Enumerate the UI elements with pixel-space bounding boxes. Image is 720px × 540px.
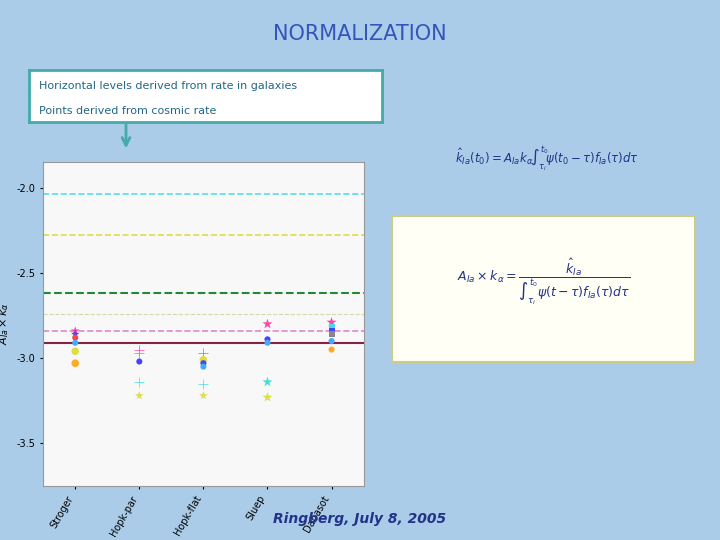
Point xyxy=(262,335,274,343)
Point xyxy=(262,339,274,347)
Point xyxy=(134,392,145,400)
Point xyxy=(262,320,274,328)
Text: Points derived from cosmic rate: Points derived from cosmic rate xyxy=(40,106,217,116)
Point xyxy=(198,355,210,364)
Point xyxy=(134,377,145,386)
Point xyxy=(326,337,338,346)
Point xyxy=(198,392,210,400)
Text: Horizontal levels derived from rate in galaxies: Horizontal levels derived from rate in g… xyxy=(40,82,297,91)
Point xyxy=(70,339,81,347)
Point xyxy=(134,357,145,366)
Point xyxy=(70,333,81,342)
Point xyxy=(70,359,81,368)
Point xyxy=(198,349,210,357)
Point xyxy=(326,318,338,327)
Point xyxy=(134,349,145,357)
Point xyxy=(326,345,338,354)
Text: $\hat{k}_{Ia}(t_0) = A_{Ia}k_\alpha\!\int_{\tau_i}^{t_0}\!\psi(t_0-\tau)f_{Ia}(\: $\hat{k}_{Ia}(t_0) = A_{Ia}k_\alpha\!\in… xyxy=(455,145,639,174)
Point xyxy=(70,330,81,339)
Point xyxy=(134,345,145,354)
Point xyxy=(326,323,338,332)
Point xyxy=(198,359,210,368)
Point xyxy=(326,330,338,339)
Point xyxy=(326,327,338,335)
Point xyxy=(262,377,274,386)
Point xyxy=(70,347,81,356)
Text: $A_{Ia} \times k_\alpha = \dfrac{\hat{k}_{Ia}}{\int_{\tau_i}^{t_0}\psi(t-\tau)f_: $A_{Ia} \times k_\alpha = \dfrac{\hat{k}… xyxy=(457,256,630,307)
Point xyxy=(70,327,81,335)
Point xyxy=(262,393,274,402)
Point xyxy=(198,362,210,371)
Text: NORMALIZATION: NORMALIZATION xyxy=(273,24,447,44)
Y-axis label: $A_{Ia} \times k_\alpha$: $A_{Ia} \times k_\alpha$ xyxy=(0,302,11,346)
Text: Ringberg, July 8, 2005: Ringberg, July 8, 2005 xyxy=(274,512,446,526)
Point xyxy=(198,380,210,388)
